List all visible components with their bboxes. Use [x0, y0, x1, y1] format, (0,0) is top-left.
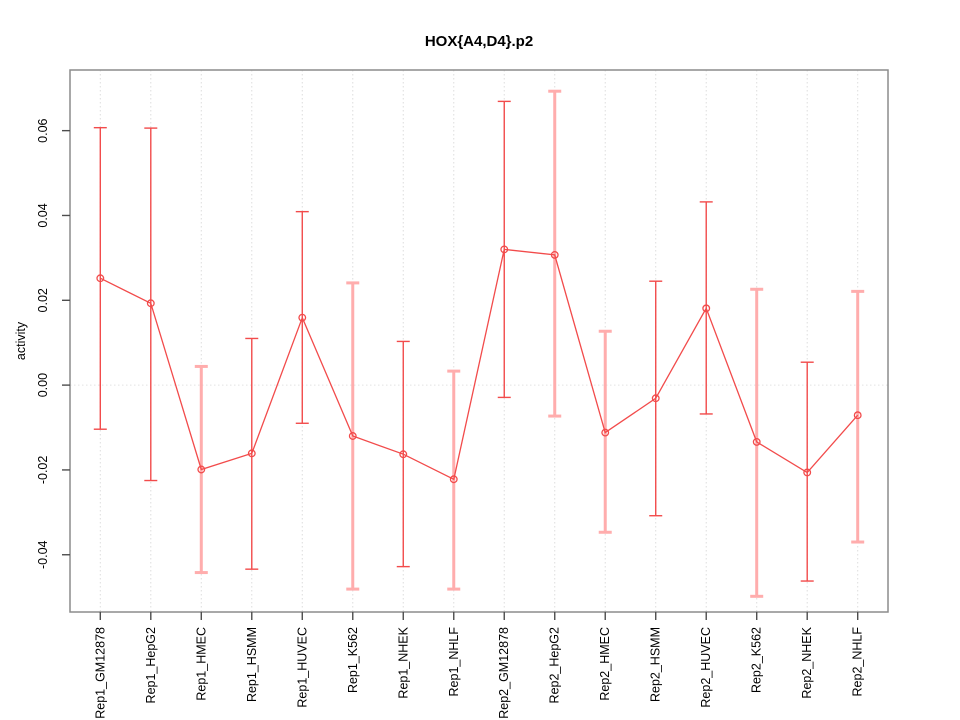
plot-box — [69, 69, 889, 613]
series-line — [100, 248, 859, 481]
y-tick-label: 0.06 — [36, 118, 50, 142]
data-point-marker — [348, 432, 357, 440]
y-tick-label: -0.04 — [36, 540, 50, 569]
x-tick-label: Rep1_HUVEC — [295, 627, 309, 708]
y-axis-label: activity — [14, 321, 28, 360]
data-point-marker — [449, 475, 458, 484]
x-tick-label: Rep1_HSMM — [245, 627, 259, 702]
x-tick-label: Rep1_NHLF — [447, 627, 461, 697]
data-point-marker — [601, 428, 610, 437]
x-tick-label: Rep2_NHEK — [800, 626, 814, 698]
data-point-marker — [702, 304, 711, 313]
data-point-marker — [853, 411, 862, 420]
plot-area: -0.04 -0.02 0.00 0.02 0.04 0.06 Rep1_GM12878 Re… — [36, 69, 889, 719]
y-tick-label: -0.02 — [36, 456, 50, 485]
x-tick-label: Rep2_HSMM — [649, 627, 663, 702]
data-point-marker — [803, 468, 812, 477]
data-point-marker — [399, 450, 408, 459]
data-point-marker — [651, 394, 660, 403]
data-point-marker — [96, 274, 105, 283]
y-tick-label: 0.02 — [36, 288, 50, 312]
data-point-marker — [298, 313, 307, 322]
y-tick-label: 0.00 — [36, 373, 50, 397]
x-tick-label: Rep2_HMEC — [598, 627, 612, 701]
x-tick-label: Rep2_HUVEC — [699, 627, 713, 708]
x-tick-label: Rep1_HepG2 — [144, 627, 158, 703]
x-tick-label: Rep2_K562 — [750, 627, 764, 693]
data-point-marker — [146, 299, 155, 308]
x-tick-label: Rep2_GM12878 — [497, 627, 511, 719]
x-tick-label: Rep2_HepG2 — [548, 627, 562, 703]
data-point-marker — [247, 449, 256, 458]
data-point-marker — [550, 250, 559, 259]
chart-title: HOX{A4,D4}.p2 — [425, 33, 533, 50]
data-point-marker — [500, 245, 509, 254]
y-tick-label: 0.04 — [36, 203, 50, 227]
data-point-marker — [197, 465, 206, 474]
x-tick-label: Rep2_NHLF — [851, 627, 865, 697]
x-tick-label: Rep1_NHEK — [396, 626, 410, 698]
x-tick-label: Rep1_HMEC — [194, 627, 208, 701]
data-point-marker — [752, 437, 761, 446]
x-tick-label: Rep1_K562 — [346, 627, 360, 693]
x-tick-label: Rep1_GM12878 — [93, 627, 107, 719]
